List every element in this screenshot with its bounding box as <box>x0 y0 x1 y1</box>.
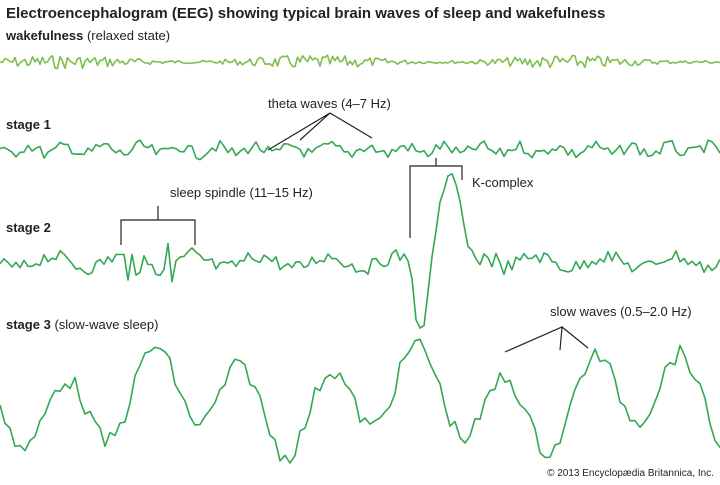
row-note: (relaxed state) <box>87 28 170 43</box>
eeg-trace <box>0 139 720 161</box>
annotation: slow waves (0.5–2.0 Hz) <box>550 304 692 319</box>
row-label: wakefulness (relaxed state) <box>5 28 170 43</box>
pointer <box>329 112 373 139</box>
row-label: stage 3 (slow-wave sleep) <box>6 317 158 332</box>
annotations: theta waves (4–7 Hz) sleep spindle (11–1… <box>120 96 692 353</box>
title: Electroencephalogram (EEG) showing typic… <box>6 5 605 22</box>
eeg-trace <box>0 54 720 70</box>
row-note: (slow-wave sleep) <box>54 317 158 332</box>
annotation: sleep spindle (11–15 Hz) <box>170 185 313 200</box>
row-name: stage 3 <box>6 317 51 332</box>
row-name: stage 1 <box>6 117 51 132</box>
annotation: theta waves (4–7 Hz) <box>268 96 391 111</box>
annotation: K-complex <box>472 175 534 190</box>
row-name: wakefulness <box>5 28 83 43</box>
waves <box>0 54 720 464</box>
eeg-trace <box>0 173 720 329</box>
pointer <box>267 112 331 151</box>
credit: © 2013 Encyclopædia Britannica, Inc. <box>547 468 714 479</box>
bracket <box>120 219 196 245</box>
pointer <box>561 326 589 349</box>
pointer <box>504 326 563 353</box>
eeg-trace <box>0 338 720 464</box>
row-name: stage 2 <box>6 220 51 235</box>
